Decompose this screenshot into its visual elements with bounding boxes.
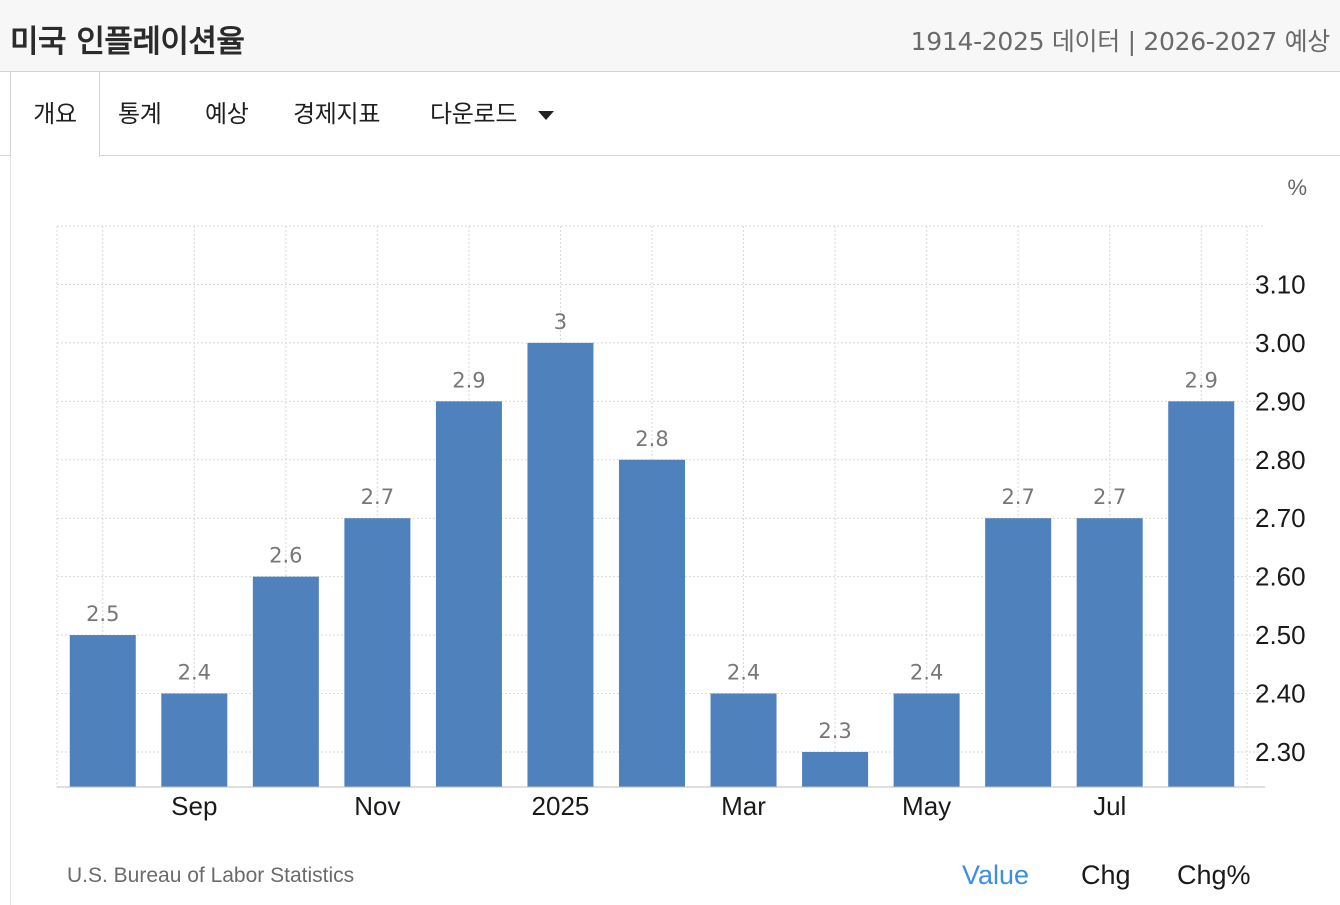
bar (802, 751, 869, 787)
x-tick-label: Mar (721, 791, 766, 821)
bar (435, 401, 502, 787)
bar-value-label: 2.9 (1185, 368, 1218, 392)
bar-value-label: 2.9 (452, 368, 485, 392)
y-tick-label: 3.00 (1255, 328, 1306, 358)
bar (69, 635, 136, 787)
tab-label: 예상 (205, 100, 249, 128)
bar-value-label: 2.4 (910, 661, 943, 685)
y-tick-label: 2.80 (1255, 445, 1306, 475)
y-tick-label: 2.40 (1255, 679, 1306, 709)
page-header: 미국 인플레이션율 1914-2025 데이터 | 2026-2027 예상 (0, 0, 1340, 72)
tab-indicators[interactable]: 경제지표 (293, 72, 380, 156)
x-tick-label: Sep (171, 791, 217, 821)
data-source: U.S. Bureau of Labor Statistics (67, 864, 355, 887)
bar-value-label: 2.4 (178, 661, 211, 685)
content-divider (10, 156, 11, 905)
bar (1168, 401, 1235, 787)
page-title: 미국 인플레이션율 (10, 24, 245, 60)
bar-value-label: 2.5 (86, 602, 119, 626)
bar (1076, 518, 1143, 787)
value-toggle[interactable]: Value (962, 860, 1030, 890)
x-tick-label: Nov (354, 791, 400, 821)
y-tick-label: 2.50 (1255, 620, 1306, 650)
y-tick-label: 2.60 (1255, 562, 1306, 592)
bar (344, 518, 411, 787)
bar-value-label: 2.8 (635, 427, 668, 451)
data-range-subtitle: 1914-2025 데이터 | 2026-2027 예상 (910, 27, 1331, 56)
tab-label: 통계 (118, 100, 162, 128)
bar (252, 576, 319, 787)
bar (619, 459, 685, 787)
tab-bar: 개요 통계 예상 경제지표 다운로드 (0, 72, 1340, 157)
bar-value-label: 2.4 (727, 661, 760, 685)
bar-value-label: 2.7 (1093, 485, 1126, 509)
y-tick-label: 2.70 (1255, 503, 1306, 533)
tab-overview[interactable]: 개요 (10, 72, 100, 157)
bar (161, 693, 228, 787)
bar-value-label: 2.6 (269, 544, 302, 568)
bar-value-label: 2.3 (818, 719, 851, 743)
tab-forecast[interactable]: 예상 (205, 72, 249, 156)
y-tick-label: 2.90 (1255, 386, 1306, 416)
y-tick-label: 2.30 (1255, 737, 1306, 767)
x-tick-label: May (902, 791, 951, 821)
tab-download[interactable]: 다운로드 (430, 72, 555, 156)
chart-unit-label: % (1287, 175, 1307, 200)
tab-label: 다운로드 (430, 100, 518, 128)
x-tick-label: Jul (1093, 791, 1126, 821)
bar-value-label: 2.7 (1001, 485, 1034, 509)
bar (527, 342, 594, 787)
bar (985, 518, 1052, 787)
chg-percent-toggle[interactable]: Chg% (1177, 860, 1251, 890)
chg-toggle[interactable]: Chg (1081, 860, 1131, 890)
y-tick-label: 3.10 (1255, 269, 1306, 299)
bar (710, 693, 777, 787)
tab-label: 경제지표 (293, 100, 381, 128)
bar-value-label: 3 (554, 310, 567, 334)
bar-value-label: 2.7 (361, 485, 394, 509)
caret-down-icon (538, 110, 555, 120)
tab-label: 개요 (33, 100, 77, 128)
x-tick-label: 2025 (532, 791, 590, 821)
tab-statistics[interactable]: 통계 (118, 72, 162, 156)
bar (893, 693, 960, 787)
